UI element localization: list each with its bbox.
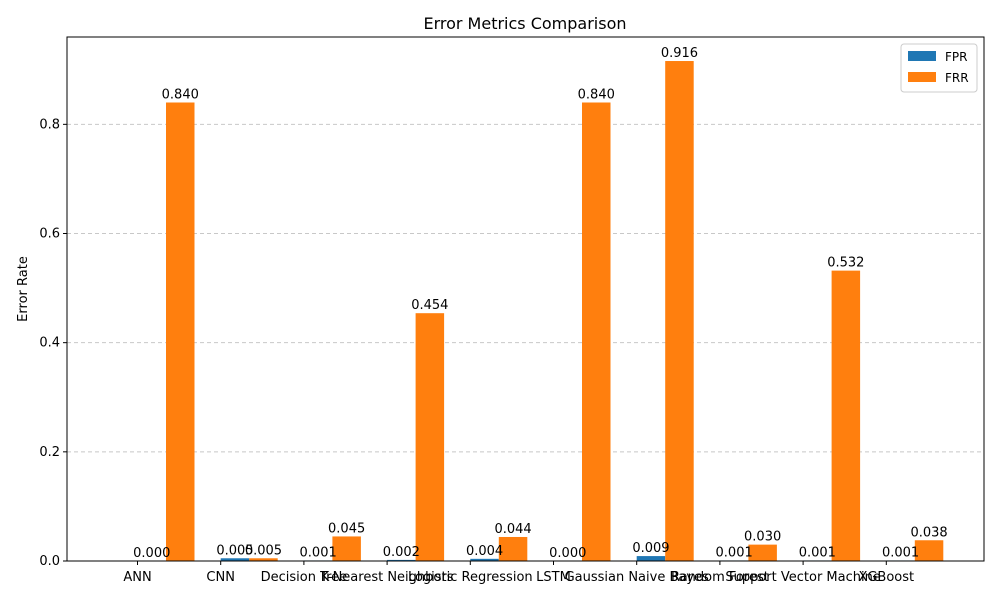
bar-fpr-logistic-regression [470,558,499,561]
bar-fpr-cnn [220,558,250,561]
gridlines [67,123,984,453]
bar-fpr-gaussian-naive-bayes [636,556,666,561]
bar-frr-random-forest [748,544,777,561]
legend-label-frr: FRR [945,71,969,85]
legend-label-fpr: FPR [945,50,967,64]
value-label-frr-lstm: 0.840 [578,88,615,103]
y-tick-label: 0.2 [39,445,60,460]
bar-frr-support-vector-machine [831,270,861,561]
value-label-frr-cnn: 0.005 [245,543,282,558]
x-tick-label: XGBoost [858,570,914,585]
y-tick-label: 0.0 [39,554,60,569]
bar-frr-decision-tree [332,536,361,561]
value-label-fpr-k-nearest-neighbors: 0.002 [383,545,420,560]
value-label-frr-k-nearest-neighbors: 0.454 [411,298,448,313]
value-label-frr-decision-tree: 0.045 [328,521,365,536]
x-tick-label: Gaussian Naive Bayes [565,570,709,585]
value-label-frr-gaussian-naive-bayes: 0.916 [661,46,698,61]
legend: FPR FRR [900,43,978,93]
bar-frr-gaussian-naive-bayes [665,61,694,562]
value-label-frr-xgboost: 0.038 [910,525,947,540]
plot-frame [66,36,985,562]
value-label-frr-ann: 0.840 [162,88,199,103]
x-tick-label: LSTM [536,570,571,585]
value-label-fpr-support-vector-machine: 0.001 [799,545,836,560]
value-label-fpr-lstm: 0.000 [549,546,586,561]
bar-frr-k-nearest-neighbors [415,313,445,561]
value-label-frr-logistic-regression: 0.044 [494,522,531,537]
chart-title: Error Metrics Comparison [423,14,626,33]
value-label-fpr-xgboost: 0.001 [882,545,919,560]
value-label-fpr-cnn: 0.005 [216,543,253,558]
y-tick-label: 0.4 [39,336,60,351]
x-tick-label: CNN [206,570,235,585]
x-tick-label: ANN [123,570,151,585]
legend-swatch-fpr [908,51,936,61]
value-label-fpr-logistic-regression: 0.004 [466,544,503,559]
y-axis-label: Error Rate [16,256,31,322]
value-label-fpr-ann: 0.000 [133,546,170,561]
bar-fpr-k-nearest-neighbors [387,559,416,561]
value-label-fpr-random-forest: 0.001 [716,545,753,560]
value-label-frr-random-forest: 0.030 [744,530,781,545]
x-tick-label: Support Vector Machine [725,570,881,585]
x-tick-label: Decision Tree [261,570,348,585]
x-tick-label: K-Nearest Neighbors [321,570,454,585]
x-tick-label: Random Forest [671,570,769,585]
x-tick-label: Logistic Regression [408,570,533,585]
bar-frr-logistic-regression [498,536,528,561]
bar-frr-lstm [582,102,611,561]
bars [166,61,944,562]
value-label-frr-support-vector-machine: 0.532 [827,256,864,271]
value-label-fpr-gaussian-naive-bayes: 0.009 [632,541,669,556]
value-label-fpr-decision-tree: 0.001 [300,545,337,560]
y-axis-ticks: 0.0 0.2 0.4 0.6 0.8 [39,117,67,569]
bar-frr-ann [166,102,195,561]
bar-frr-xgboost [914,540,944,561]
y-tick-label: 0.8 [39,117,60,132]
legend-swatch-frr [908,72,936,82]
y-tick-label: 0.6 [39,227,60,242]
bar-frr-cnn [249,558,278,561]
